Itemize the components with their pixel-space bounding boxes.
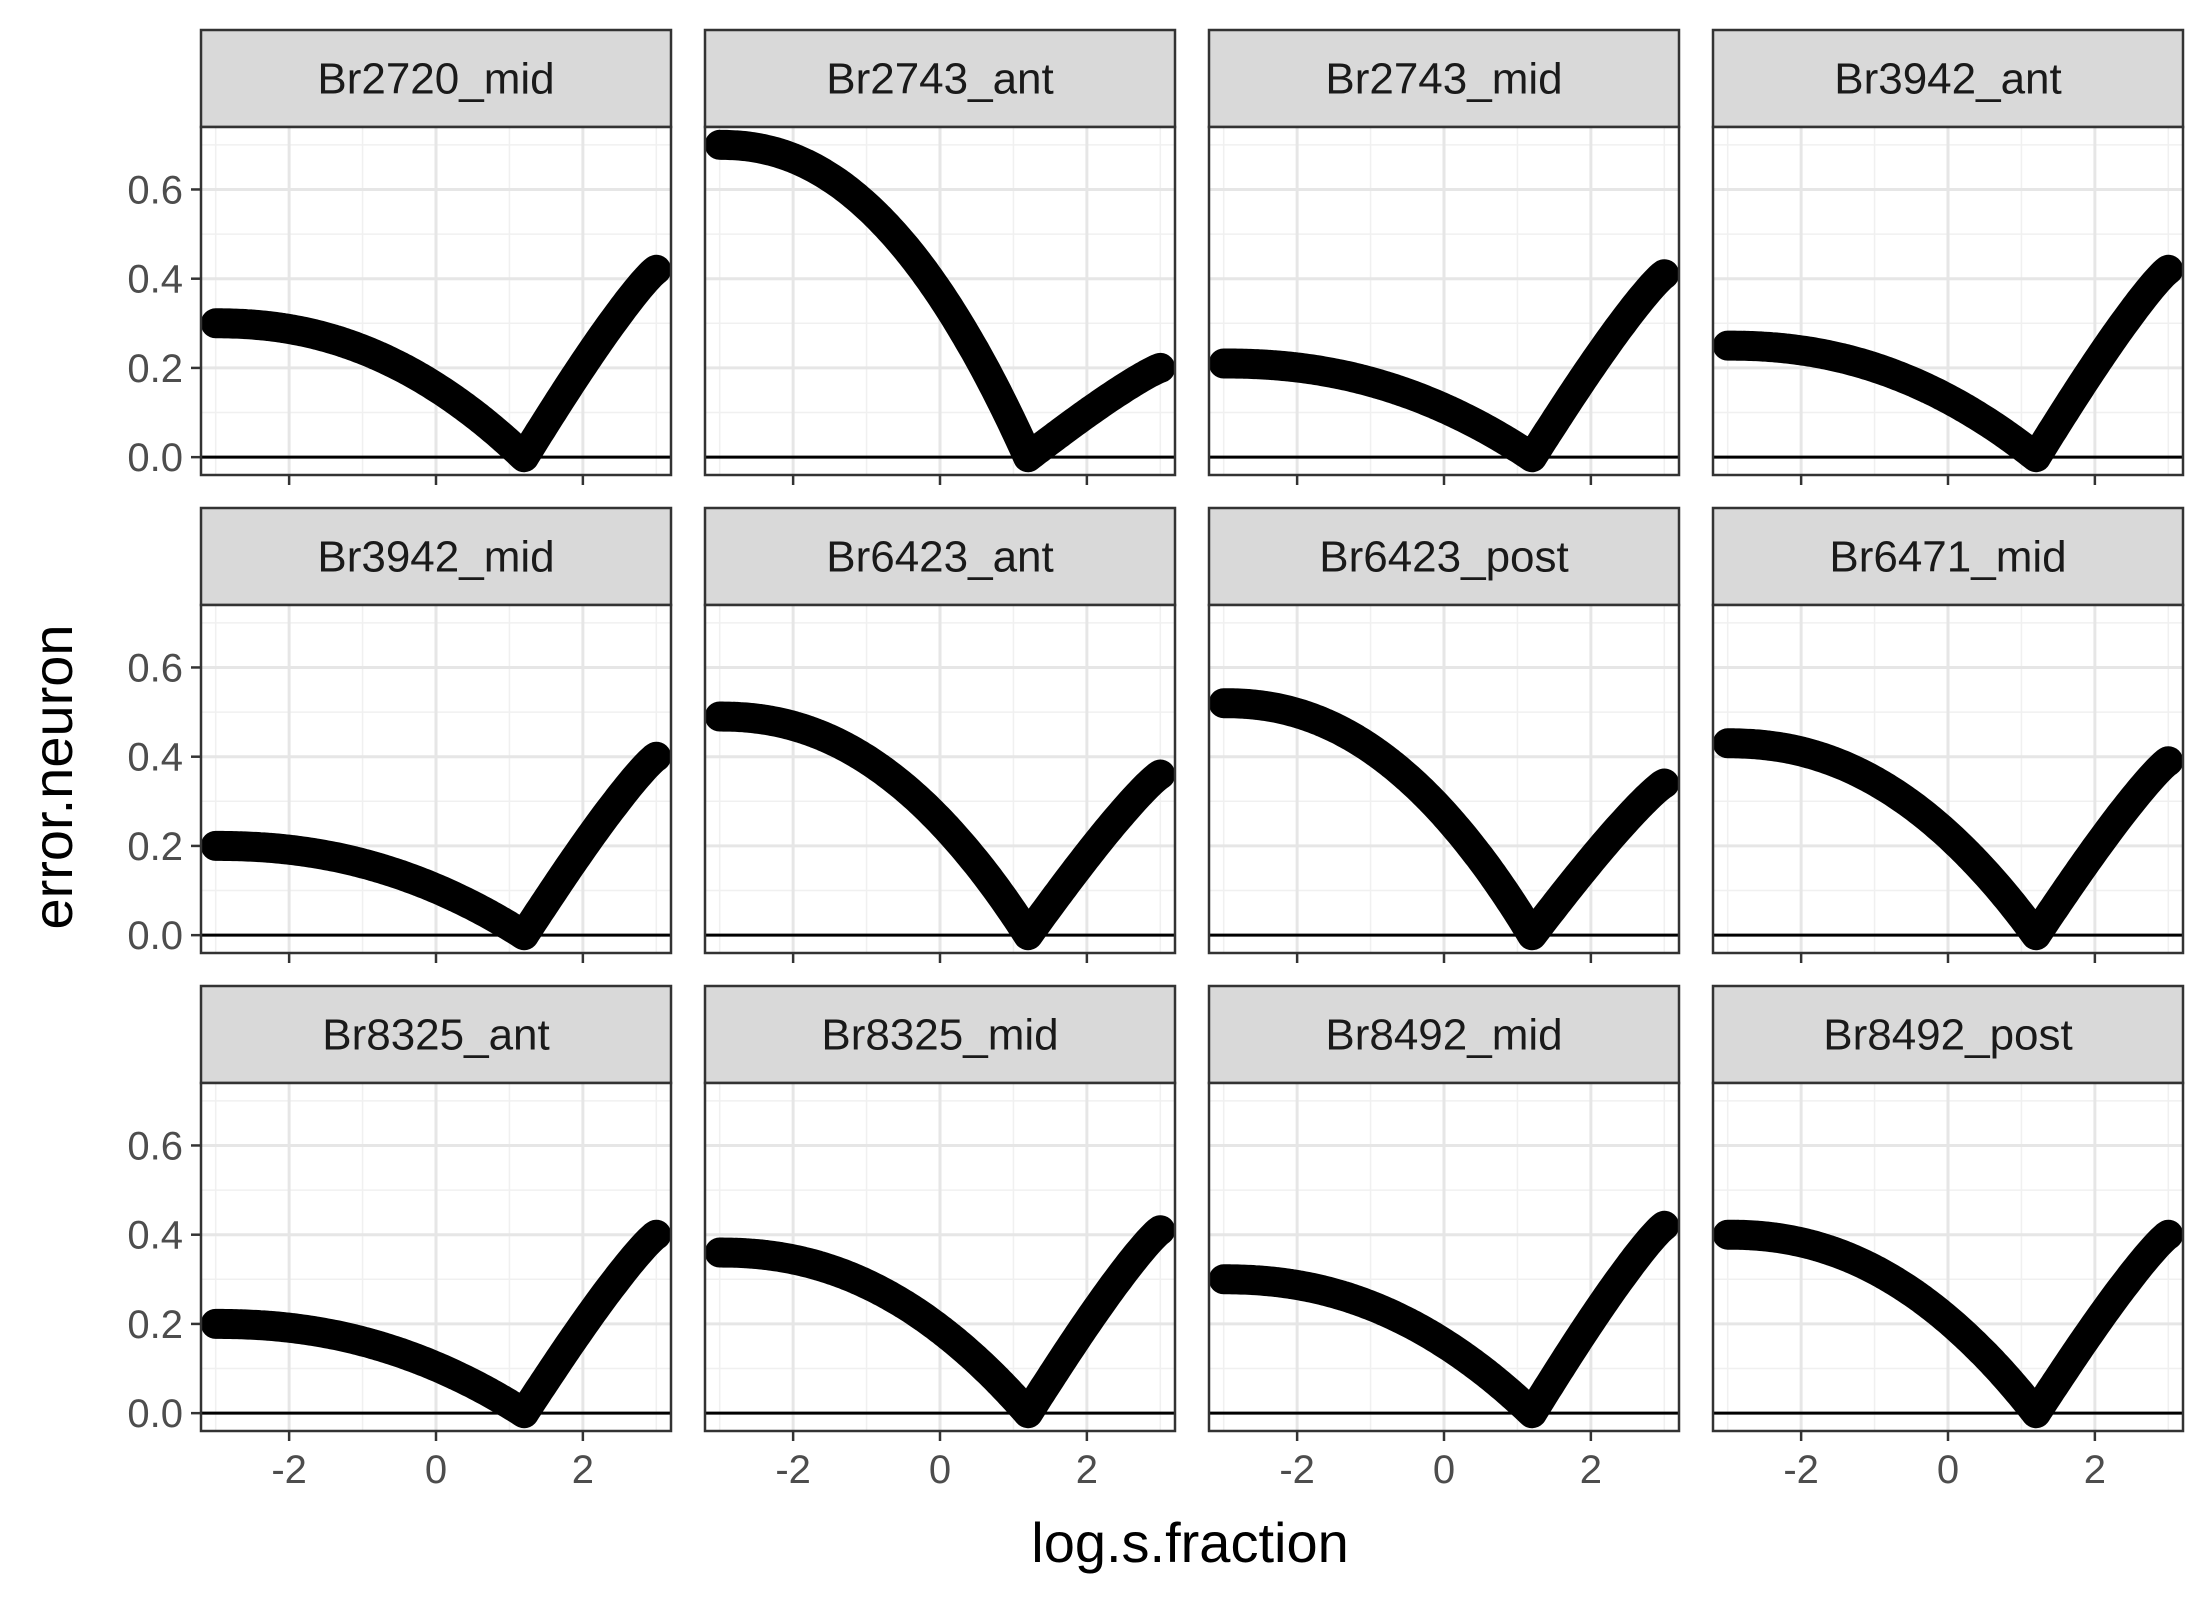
facet-panel: Br2743_ant (703, 28, 1177, 485)
y-tick-label: 0.4 (127, 736, 183, 780)
facet-title: Br2720_mid (317, 55, 554, 104)
facet-strip (199, 984, 673, 1085)
x-tick-label: 0 (929, 1448, 951, 1492)
x-tick-label: 2 (572, 1448, 594, 1492)
facet-strip (1207, 506, 1681, 607)
x-tick-label: -2 (775, 1448, 811, 1492)
facet-title: Br6423_post (1319, 533, 1569, 582)
data-series-curve (1208, 1210, 1680, 1429)
facet-strip (1711, 28, 2185, 129)
x-tick-label: -2 (1279, 1448, 1315, 1492)
facet-title: Br6423_ant (826, 533, 1054, 582)
data-series-curve (200, 1219, 672, 1429)
y-tick-label: 0.0 (127, 914, 183, 958)
facet-panel: Br6471_mid (1711, 506, 2185, 963)
y-tick-label: 0.0 (127, 1392, 183, 1436)
facet-panel: Br3942_ant (1711, 28, 2185, 485)
facet-panel: Br3942_mid 0.0 0.2 0.4 0.6 (127, 506, 673, 963)
facet-strip (199, 28, 673, 129)
y-tick-label: 0.0 (127, 436, 183, 480)
data-series-curve (1712, 254, 2184, 473)
facet-panels: Br2720_mid 0.0 0.2 0.4 0.6 Br2743_ant Br2743_m… (127, 28, 2185, 1492)
data-series-curve (704, 129, 1176, 473)
x-tick-label: 0 (425, 1448, 447, 1492)
facet-strip (199, 506, 673, 607)
facet-title: Br8325_ant (322, 1011, 550, 1060)
y-tick-label: 0.4 (127, 1214, 183, 1258)
y-tick-label: 0.6 (127, 168, 183, 212)
facet-title: Br2743_mid (1325, 55, 1562, 104)
y-tick-label: 0.2 (127, 347, 183, 391)
facet-title: Br8492_mid (1325, 1011, 1562, 1060)
x-tick-label: -2 (1783, 1448, 1819, 1492)
facet-title: Br3942_mid (317, 533, 554, 582)
facet-panel: Br6423_ant (703, 506, 1177, 963)
facet-panel: Br8325_mid -2 0 2 (703, 984, 1177, 1492)
facet-title: Br3942_ant (1834, 55, 2062, 104)
facet-panel: Br2720_mid 0.0 0.2 0.4 0.6 (127, 28, 673, 485)
y-tick-label: 0.6 (127, 646, 183, 690)
x-tick-label: 0 (1433, 1448, 1455, 1492)
x-tick-label: 2 (1580, 1448, 1602, 1492)
facet-panel: Br6423_post (1207, 506, 1681, 963)
data-series-curve (1208, 688, 1680, 951)
data-series-curve (200, 254, 672, 473)
data-series-curve (704, 701, 1176, 951)
facet-title: Br8325_mid (821, 1011, 1058, 1060)
facet-panel: Br8492_mid -2 0 2 (1207, 984, 1681, 1492)
facet-title: Br6471_mid (1829, 533, 2066, 582)
facet-panel: Br8325_ant 0.0 0.2 0.4 0.6 -2 0 2 (127, 984, 673, 1492)
facet-strip (1711, 506, 2185, 607)
facet-panel: Br8492_post -2 0 2 (1711, 984, 2185, 1492)
data-series-curve (704, 1215, 1176, 1429)
data-series-curve (1712, 728, 2184, 951)
facet-strip (703, 984, 1177, 1085)
y-tick-label: 0.2 (127, 825, 183, 869)
x-tick-label: 2 (2084, 1448, 2106, 1492)
y-axis-title: error.neuron (21, 624, 84, 929)
y-tick-label: 0.2 (127, 1303, 183, 1347)
y-tick-label: 0.4 (127, 258, 183, 302)
y-tick-label: 0.6 (127, 1124, 183, 1168)
data-series-curve (200, 741, 672, 951)
x-tick-label: 2 (1076, 1448, 1098, 1492)
facet-strip (1207, 984, 1681, 1085)
facet-strip (1207, 28, 1681, 129)
data-series-curve (1208, 259, 1680, 473)
facet-title: Br2743_ant (826, 55, 1054, 104)
x-axis-title: log.s.fraction (1031, 1511, 1349, 1574)
facet-strip (703, 28, 1177, 129)
x-tick-label: 0 (1937, 1448, 1959, 1492)
facet-panel: Br2743_mid (1207, 28, 1681, 485)
x-tick-label: -2 (271, 1448, 307, 1492)
data-series-curve (1712, 1219, 2184, 1429)
facet-strip (1711, 984, 2185, 1085)
facet-title: Br8492_post (1823, 1011, 2073, 1060)
